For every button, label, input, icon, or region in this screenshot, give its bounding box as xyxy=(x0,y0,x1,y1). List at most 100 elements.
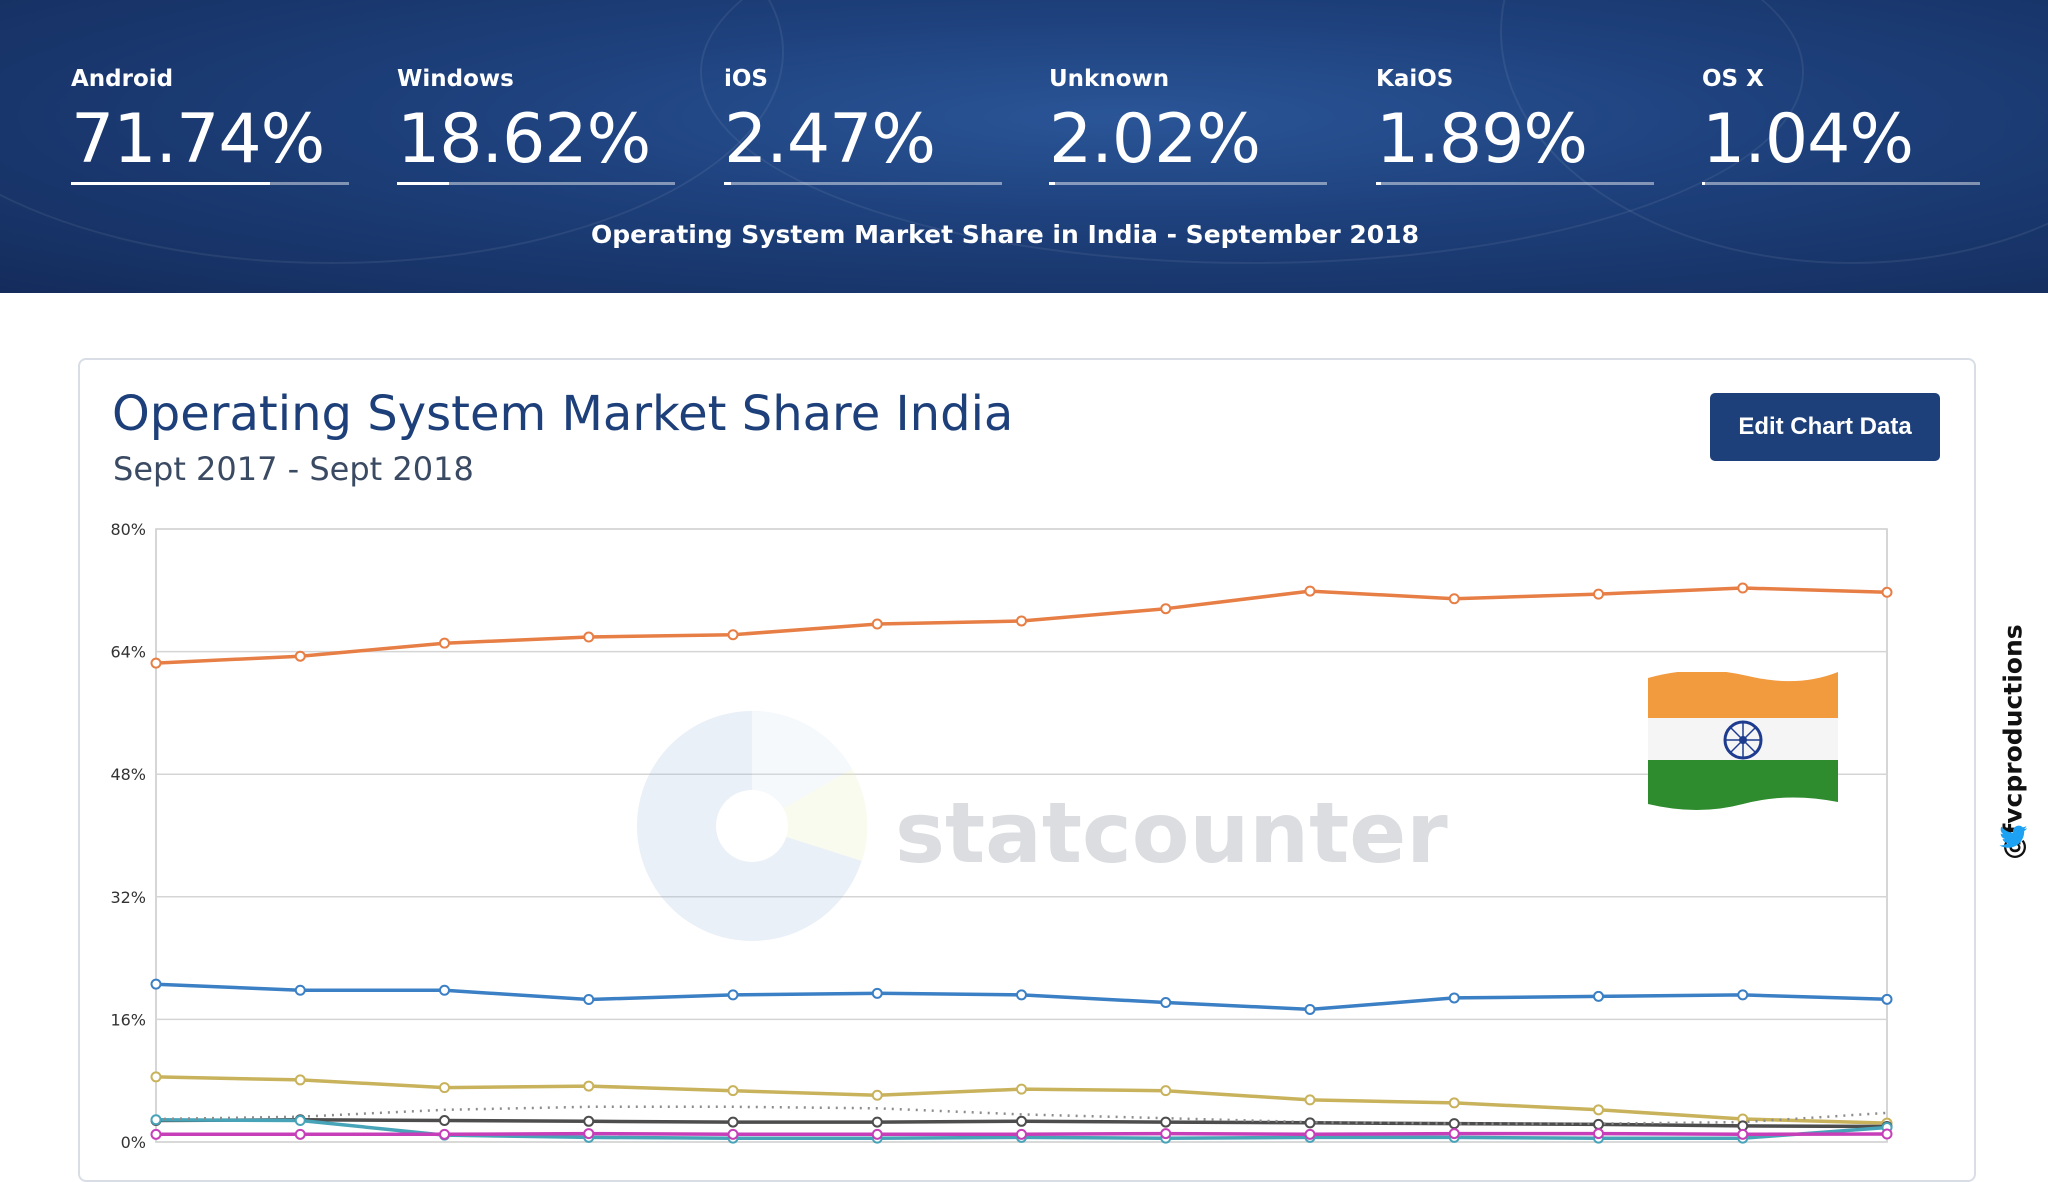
data-point-ios[interactable] xyxy=(1593,1104,1604,1116)
stat-osx: OS X 1.04% xyxy=(1702,64,1980,185)
data-point-ios[interactable] xyxy=(439,1082,450,1094)
stat-label: OS X xyxy=(1702,66,1764,92)
data-point-android[interactable] xyxy=(1593,588,1604,600)
data-point-android[interactable] xyxy=(1448,593,1460,605)
data-point-unknown[interactable] xyxy=(1304,1117,1316,1129)
data-point-os-x[interactable] xyxy=(1016,1128,1027,1140)
data-point-kaios[interactable] xyxy=(294,1115,306,1127)
data-point-kaios[interactable] xyxy=(150,1114,162,1126)
data-point-os-x[interactable] xyxy=(727,1128,739,1140)
stat-share-bar xyxy=(724,182,1002,185)
data-point-unknown[interactable] xyxy=(1448,1118,1460,1130)
data-point-android[interactable] xyxy=(1016,615,1027,627)
stat-label: Unknown xyxy=(1049,66,1170,92)
data-point-android[interactable] xyxy=(1737,582,1749,594)
stat-label: KaiOS xyxy=(1376,66,1454,92)
data-point-windows[interactable] xyxy=(1304,1003,1316,1015)
chart-title: Operating System Market Share India xyxy=(112,386,1014,442)
stat-share-fill xyxy=(724,182,731,185)
stat-kaios: KaiOS 1.89% xyxy=(1376,64,1654,185)
stat-value: 1.89% xyxy=(1376,100,1588,179)
data-point-ios[interactable] xyxy=(150,1071,162,1083)
stat-label: iOS xyxy=(724,66,769,92)
stat-share-bar xyxy=(397,182,675,185)
data-point-windows[interactable] xyxy=(583,993,595,1005)
data-point-os-x[interactable] xyxy=(1160,1128,1172,1140)
twitter-bird-icon xyxy=(1999,825,2028,848)
data-point-os-x[interactable] xyxy=(871,1128,883,1140)
data-point-ios[interactable] xyxy=(1160,1085,1172,1097)
data-point-android[interactable] xyxy=(1304,585,1316,597)
data-point-ios[interactable] xyxy=(1448,1097,1460,1109)
data-point-windows[interactable] xyxy=(1448,992,1460,1004)
y-tick-label: 48% xyxy=(110,765,146,784)
stat-unknown: Unknown 2.02% xyxy=(1049,64,1327,185)
data-point-os-x[interactable] xyxy=(294,1128,306,1140)
data-point-android[interactable] xyxy=(1160,603,1172,615)
data-point-windows[interactable] xyxy=(1881,993,1893,1005)
data-point-os-x[interactable] xyxy=(1304,1128,1316,1140)
data-point-os-x[interactable] xyxy=(150,1128,162,1140)
data-point-os-x[interactable] xyxy=(1881,1128,1893,1140)
data-point-windows[interactable] xyxy=(1737,989,1749,1001)
data-point-windows[interactable] xyxy=(439,984,450,996)
data-point-os-x[interactable] xyxy=(1737,1128,1749,1140)
data-point-os-x[interactable] xyxy=(1593,1128,1604,1140)
data-point-unknown[interactable] xyxy=(727,1116,739,1128)
data-point-unknown[interactable] xyxy=(1593,1118,1604,1130)
series-points xyxy=(150,582,1893,1144)
data-point-windows[interactable] xyxy=(1016,989,1027,1001)
data-point-unknown[interactable] xyxy=(583,1115,595,1127)
data-point-windows[interactable] xyxy=(727,989,739,1001)
stat-value: 71.74% xyxy=(71,100,325,179)
data-point-android[interactable] xyxy=(439,637,450,649)
stat-share-bar xyxy=(1702,182,1980,185)
stat-share-fill xyxy=(397,182,449,185)
stat-share-fill xyxy=(71,182,271,185)
data-point-android[interactable] xyxy=(294,650,306,662)
y-axis: 0% 16% 32% 48% 64% 80% xyxy=(110,520,146,1152)
data-point-os-x[interactable] xyxy=(1448,1128,1460,1140)
data-point-ios[interactable] xyxy=(871,1089,883,1101)
edit-chart-data-button[interactable]: Edit Chart Data xyxy=(1710,393,1940,461)
data-point-windows[interactable] xyxy=(871,987,883,999)
data-point-windows[interactable] xyxy=(294,984,306,996)
data-point-android[interactable] xyxy=(871,618,883,630)
series-line-other[interactable] xyxy=(155,1105,1888,1125)
data-point-ios[interactable] xyxy=(1016,1083,1027,1095)
data-point-unknown[interactable] xyxy=(1016,1115,1027,1127)
data-point-ios[interactable] xyxy=(294,1074,306,1086)
data-point-windows[interactable] xyxy=(150,978,162,990)
data-point-unknown[interactable] xyxy=(439,1115,450,1127)
data-point-windows[interactable] xyxy=(1160,997,1172,1009)
data-point-windows[interactable] xyxy=(1593,990,1604,1002)
data-point-ios[interactable] xyxy=(727,1085,739,1097)
data-point-unknown[interactable] xyxy=(871,1116,883,1128)
chart-grid xyxy=(155,528,1888,1143)
stat-value: 2.47% xyxy=(724,100,936,179)
data-point-android[interactable] xyxy=(150,657,162,669)
data-point-os-x[interactable] xyxy=(583,1128,595,1140)
stat-share-bar xyxy=(71,182,349,185)
stat-share-fill xyxy=(1376,182,1382,185)
statcounter-wordmark: statcounter xyxy=(895,784,1448,882)
stat-share-bar xyxy=(1376,182,1654,185)
chart-subtitle: Sept 2017 - Sept 2018 xyxy=(113,450,474,488)
summary-banner: Android 71.74% Windows 18.62% iOS 2.47% … xyxy=(0,0,2048,293)
india-flag-icon xyxy=(1648,672,1838,811)
stat-label: Android xyxy=(71,66,174,92)
statcounter-watermark: statcounter xyxy=(637,710,1448,941)
data-point-ios[interactable] xyxy=(583,1080,595,1092)
stat-share-fill xyxy=(1049,182,1055,185)
stat-share-bar xyxy=(1049,182,1327,185)
data-point-ios[interactable] xyxy=(1304,1094,1316,1106)
data-point-os-x[interactable] xyxy=(439,1128,450,1140)
stat-value: 1.04% xyxy=(1702,100,1914,179)
data-point-android[interactable] xyxy=(583,631,595,643)
y-tick-label: 0% xyxy=(121,1133,146,1152)
stat-android: Android 71.74% xyxy=(71,64,349,185)
data-point-android[interactable] xyxy=(1881,586,1893,598)
data-point-unknown[interactable] xyxy=(1160,1116,1172,1128)
chart-plot: statcounter 0% 16% 32% 48% 64% 80% xyxy=(110,520,1893,1152)
data-point-android[interactable] xyxy=(727,629,739,641)
